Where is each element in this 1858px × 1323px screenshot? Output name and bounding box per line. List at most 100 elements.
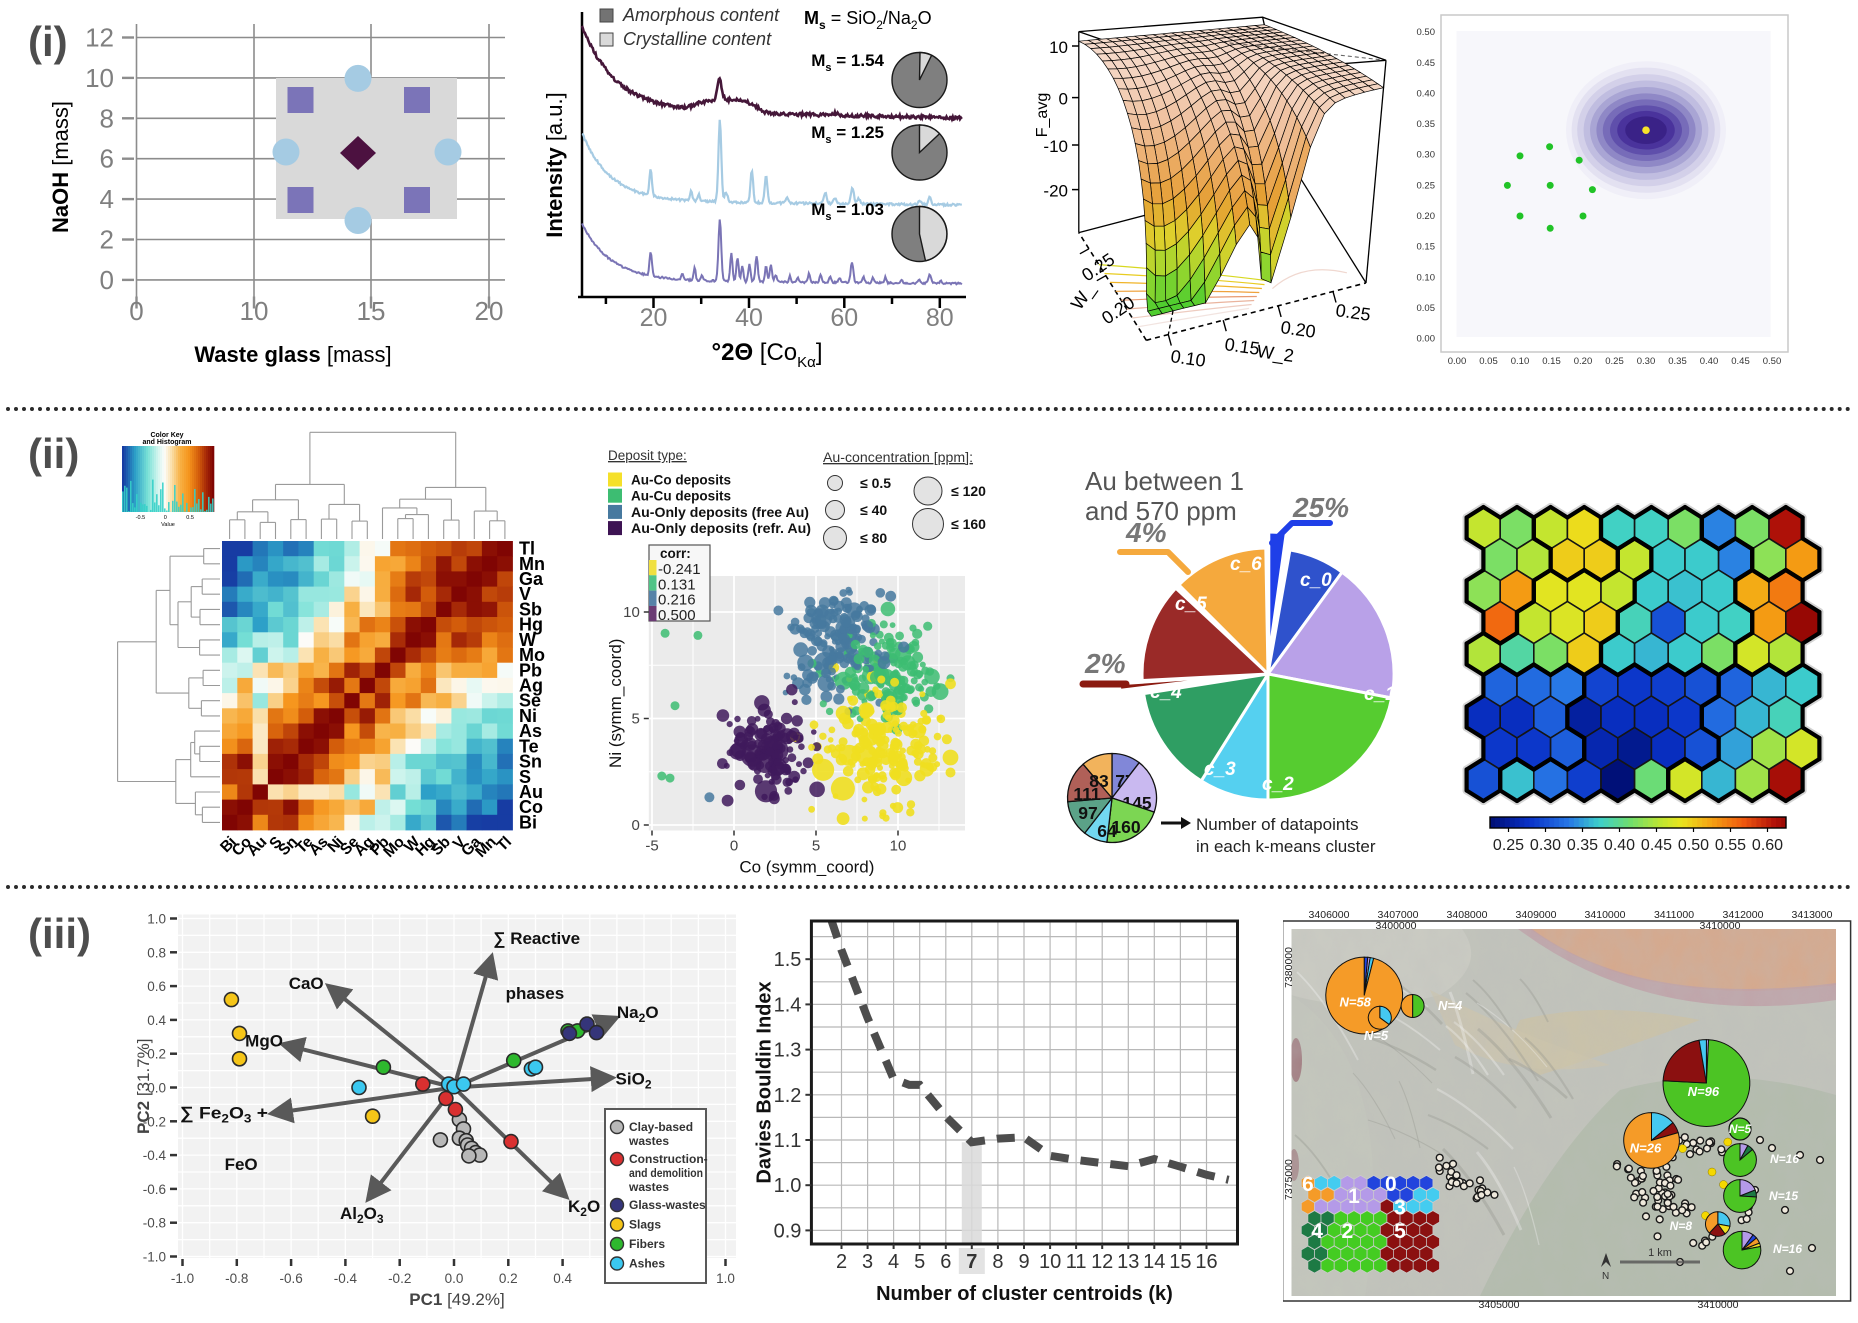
svg-text:°2Θ [CoKα]: °2Θ [CoKα] bbox=[712, 339, 823, 371]
svg-text:10: 10 bbox=[240, 296, 269, 326]
svg-text:c_0: c_0 bbox=[1300, 570, 1332, 591]
svg-text:3411000: 3411000 bbox=[1654, 909, 1694, 921]
svg-text:16: 16 bbox=[1195, 1251, 1217, 1273]
svg-text:Ms = SiO2/Na2O: Ms = SiO2/Na2O bbox=[804, 8, 932, 32]
svg-text:0.60: 0.60 bbox=[1752, 837, 1783, 854]
svg-text:0.10: 0.10 bbox=[1169, 346, 1206, 371]
svg-text:Au between 1: Au between 1 bbox=[1085, 466, 1244, 496]
svg-text:Co: Co bbox=[519, 797, 543, 817]
svg-text:0.35: 0.35 bbox=[1668, 356, 1687, 367]
svg-text:phases: phases bbox=[506, 984, 565, 1003]
svg-text:8: 8 bbox=[100, 103, 114, 133]
svg-text:1 km: 1 km bbox=[1648, 1247, 1672, 1259]
svg-text:wastes: wastes bbox=[628, 1134, 669, 1148]
svg-text:4: 4 bbox=[100, 184, 114, 214]
svg-text:c_3: c_3 bbox=[1204, 759, 1236, 780]
svg-text:6: 6 bbox=[1302, 1173, 1314, 1196]
svg-text:Au-Cu deposits: Au-Cu deposits bbox=[631, 488, 731, 504]
svg-text:0.25: 0.25 bbox=[1605, 356, 1624, 367]
svg-text:0: 0 bbox=[129, 296, 143, 326]
svg-text:≤ 160: ≤ 160 bbox=[951, 516, 986, 532]
svg-text:9: 9 bbox=[1018, 1251, 1029, 1273]
svg-text:2%: 2% bbox=[1084, 648, 1126, 679]
svg-text:≤ 80: ≤ 80 bbox=[860, 530, 887, 546]
svg-text:0: 0 bbox=[1385, 1173, 1397, 1196]
svg-text:0.2: 0.2 bbox=[499, 1271, 518, 1286]
svg-text:0.30: 0.30 bbox=[1530, 837, 1561, 854]
svg-text:-5: -5 bbox=[645, 838, 658, 855]
svg-text:0.05: 0.05 bbox=[1479, 356, 1498, 367]
svg-text:wastes: wastes bbox=[628, 1180, 669, 1194]
svg-text:N=15: N=15 bbox=[1769, 1189, 1798, 1203]
svg-text:-0.2: -0.2 bbox=[143, 1114, 166, 1129]
svg-text:Number of datapoints: Number of datapoints bbox=[1196, 815, 1359, 834]
svg-text:0.216: 0.216 bbox=[658, 592, 696, 609]
svg-text:0.6: 0.6 bbox=[147, 979, 166, 994]
svg-text:7: 7 bbox=[966, 1251, 977, 1273]
svg-text:0.40: 0.40 bbox=[1700, 356, 1719, 367]
svg-text:Slags: Slags bbox=[629, 1218, 661, 1232]
svg-text:Tl: Tl bbox=[494, 834, 515, 855]
svg-text:5: 5 bbox=[631, 711, 639, 728]
svg-text:NaOH [mass]: NaOH [mass] bbox=[48, 101, 73, 233]
svg-text:(ii): (ii) bbox=[28, 430, 79, 477]
svg-text:Ag: Ag bbox=[519, 676, 543, 696]
svg-text:Au-concentration [ppm]:: Au-concentration [ppm]: bbox=[823, 450, 973, 465]
svg-text:0: 0 bbox=[100, 265, 114, 295]
svg-text:Construction-: Construction- bbox=[629, 1152, 708, 1166]
svg-text:Ga: Ga bbox=[519, 569, 544, 589]
svg-text:N=26: N=26 bbox=[1630, 1140, 1662, 1155]
svg-text:Hg: Hg bbox=[519, 615, 543, 635]
svg-text:0.131: 0.131 bbox=[658, 576, 696, 593]
svg-text:Ni: Ni bbox=[519, 706, 537, 726]
svg-text:10: 10 bbox=[1049, 38, 1068, 57]
svg-text:1.0: 1.0 bbox=[716, 1271, 735, 1286]
svg-text:Bi: Bi bbox=[519, 812, 537, 832]
svg-text:15: 15 bbox=[1169, 1251, 1191, 1273]
svg-text:Color Key: Color Key bbox=[150, 432, 183, 439]
svg-text:40: 40 bbox=[735, 304, 763, 332]
svg-text:0.4: 0.4 bbox=[147, 1013, 166, 1028]
svg-text:7375000: 7375000 bbox=[1283, 1159, 1295, 1200]
svg-text:F_avg: F_avg bbox=[1034, 93, 1051, 137]
svg-text:0.25: 0.25 bbox=[1334, 300, 1371, 325]
svg-text:-0.8: -0.8 bbox=[225, 1271, 248, 1286]
svg-text:3410000: 3410000 bbox=[1698, 1299, 1739, 1311]
svg-text:2: 2 bbox=[1342, 1220, 1354, 1243]
svg-text:6: 6 bbox=[100, 144, 114, 174]
svg-text:c_5: c_5 bbox=[1175, 594, 1207, 615]
svg-text:Ms = 1.03: Ms = 1.03 bbox=[811, 200, 884, 223]
svg-text:(iii): (iii) bbox=[28, 910, 91, 957]
svg-text:S: S bbox=[519, 767, 531, 787]
svg-text:0.25: 0.25 bbox=[1417, 180, 1436, 191]
svg-text:N=58: N=58 bbox=[1339, 995, 1371, 1010]
svg-text:0.0: 0.0 bbox=[445, 1271, 464, 1286]
svg-text:c_6: c_6 bbox=[1230, 554, 1262, 575]
svg-text:-1.0: -1.0 bbox=[171, 1271, 194, 1286]
svg-text:Clay-based: Clay-based bbox=[629, 1120, 693, 1134]
svg-text:N=16: N=16 bbox=[1770, 1152, 1799, 1166]
svg-text:-1.0: -1.0 bbox=[143, 1250, 166, 1265]
svg-text:N=4: N=4 bbox=[1438, 998, 1463, 1013]
svg-text:Ms = 1.25: Ms = 1.25 bbox=[811, 123, 884, 146]
svg-text:20: 20 bbox=[640, 304, 668, 332]
svg-text:15: 15 bbox=[357, 296, 386, 326]
svg-text:Mn: Mn bbox=[519, 554, 545, 574]
svg-text:3: 3 bbox=[1394, 1197, 1406, 1220]
svg-text:1.0: 1.0 bbox=[774, 1175, 802, 1197]
svg-text:Ashes: Ashes bbox=[629, 1257, 665, 1271]
svg-text:0.15: 0.15 bbox=[1542, 356, 1561, 367]
svg-text:c_1: c_1 bbox=[1364, 684, 1396, 705]
svg-text:V: V bbox=[519, 584, 531, 604]
svg-text:12: 12 bbox=[85, 23, 114, 53]
svg-text:Tl: Tl bbox=[519, 539, 535, 559]
svg-text:W_: W_ bbox=[1067, 279, 1100, 314]
svg-text:0.40: 0.40 bbox=[1417, 88, 1436, 99]
svg-text:Sb: Sb bbox=[519, 599, 542, 619]
svg-text:12: 12 bbox=[1091, 1251, 1113, 1273]
svg-text:PC2 [31.7%]: PC2 [31.7%] bbox=[134, 1039, 153, 1134]
svg-text:CaO: CaO bbox=[289, 974, 324, 993]
svg-text:N: N bbox=[1602, 1271, 1609, 1282]
svg-text:-0.4: -0.4 bbox=[143, 1148, 167, 1163]
svg-text:c_4: c_4 bbox=[1150, 682, 1182, 703]
